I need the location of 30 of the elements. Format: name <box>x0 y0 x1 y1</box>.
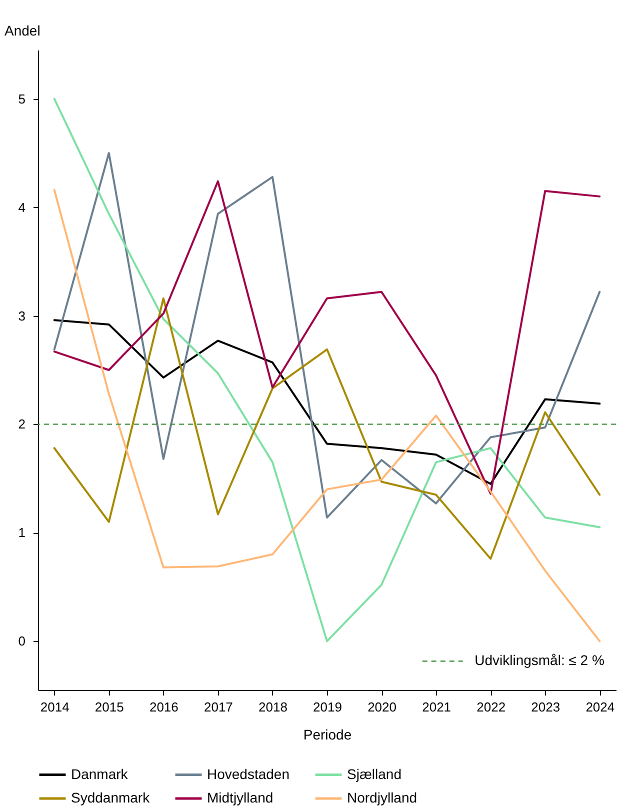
x-tick-label: 2020 <box>368 700 396 714</box>
y-tick-label: 5 <box>18 91 26 106</box>
x-tick-label: 2024 <box>586 700 615 714</box>
x-tick-label: 2014 <box>40 700 70 714</box>
legend-label: Syddanmark <box>71 790 151 806</box>
line-series <box>53 297 601 560</box>
x-tick-label: 2018 <box>258 700 288 714</box>
y-tick-label: 2 <box>18 416 26 432</box>
legend-label: Danmark <box>71 766 129 782</box>
y-tick-label: 4 <box>18 200 26 215</box>
legend-label: Sjælland <box>347 766 402 782</box>
x-tick-label: 2016 <box>149 700 178 714</box>
legend-label: Hovedstaden <box>207 766 290 782</box>
y-tick-label: 3 <box>18 308 26 324</box>
x-axis-title: Periode <box>303 726 352 742</box>
y-tick-label: 0 <box>18 634 26 649</box>
y-axis-title: Andel <box>4 22 40 38</box>
legend-label: Udviklingsmål: ≤ 2 % <box>474 652 604 668</box>
x-tick-label: 2023 <box>531 700 560 714</box>
line-series <box>53 319 601 485</box>
y-tick-label: 1 <box>18 525 26 540</box>
x-tick-label: 2017 <box>204 700 233 714</box>
legend-label: Nordjylland <box>347 790 418 806</box>
line-series <box>53 188 601 642</box>
legend-label: Midtjylland <box>207 790 274 806</box>
x-tick-label: 2022 <box>476 700 506 714</box>
x-tick-label: 2015 <box>94 700 124 714</box>
line-series <box>53 98 601 642</box>
x-tick-label: 2019 <box>313 700 342 714</box>
x-tick-label: 2021 <box>422 700 452 714</box>
